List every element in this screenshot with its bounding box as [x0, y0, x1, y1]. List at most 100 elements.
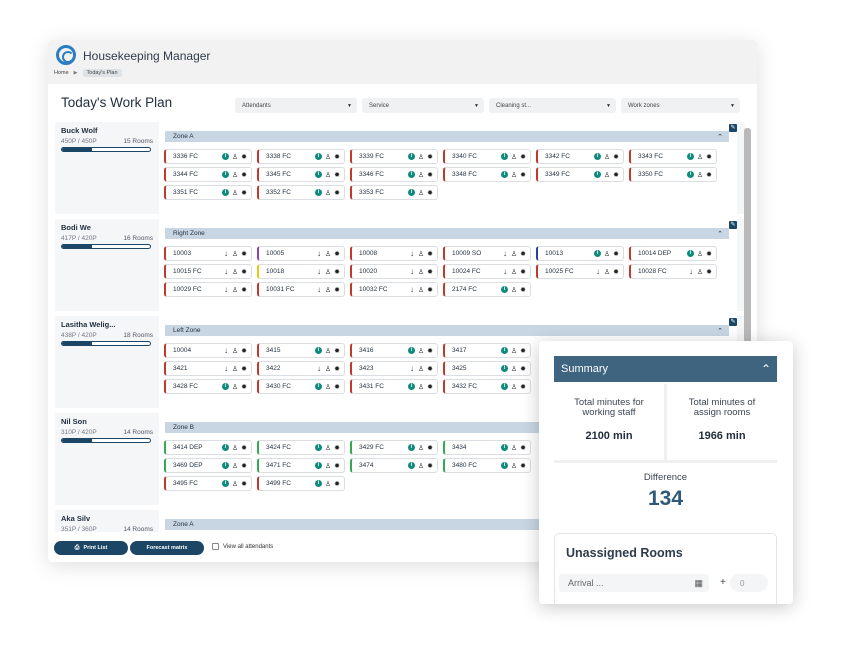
- room-card[interactable]: 3350 FC i ♙ ✹: [629, 167, 717, 182]
- room-card[interactable]: 10028 FC ↓ ♙ ✹: [629, 264, 717, 279]
- room-card[interactable]: 3431 FC i ♙ ✹: [350, 379, 438, 394]
- person-icon[interactable]: ♙: [510, 250, 518, 258]
- room-card[interactable]: 10015 FC ↓ ♙ ✹: [164, 264, 252, 279]
- room-card[interactable]: 3469 DEP i ♙ ✹: [164, 458, 252, 473]
- room-card[interactable]: 3414 DEP i ♙ ✹: [164, 440, 252, 455]
- room-card[interactable]: 3499 FC i ♙ ✹: [257, 476, 345, 491]
- room-card[interactable]: 3415 i ♙ ✹: [257, 343, 345, 358]
- gear-icon[interactable]: ✹: [520, 365, 526, 373]
- room-card[interactable]: 3474 i ♙ ✹: [350, 458, 438, 473]
- room-card[interactable]: 3416 i ♙ ✹: [350, 343, 438, 358]
- info-icon[interactable]: i: [315, 189, 322, 196]
- info-icon[interactable]: i: [315, 480, 322, 487]
- info-icon[interactable]: i: [501, 444, 508, 451]
- room-card[interactable]: 3343 FC i ♙ ✹: [629, 149, 717, 164]
- person-icon[interactable]: ♙: [231, 268, 239, 276]
- room-card[interactable]: 3336 FC i ♙ ✹: [164, 149, 252, 164]
- gear-icon[interactable]: ✹: [241, 268, 247, 276]
- room-card[interactable]: 10024 FC ↓ ♙ ✹: [443, 264, 531, 279]
- edit-icon[interactable]: ✎: [729, 124, 737, 132]
- plus-icon[interactable]: +: [720, 577, 726, 588]
- person-icon[interactable]: ♙: [231, 153, 239, 161]
- info-icon[interactable]: i: [594, 250, 601, 257]
- zone-header[interactable]: Left Zone ⌃: [165, 325, 729, 336]
- info-icon[interactable]: i: [408, 171, 415, 178]
- info-icon[interactable]: i: [687, 153, 694, 160]
- person-icon[interactable]: ♙: [510, 268, 518, 276]
- board-scrollbar[interactable]: [744, 128, 751, 538]
- info-icon[interactable]: i: [315, 153, 322, 160]
- calendar-icon[interactable]: ▦: [694, 577, 703, 588]
- staff-name[interactable]: Buck Wolf: [61, 126, 98, 135]
- person-icon[interactable]: ♙: [603, 153, 611, 161]
- person-icon[interactable]: ♙: [510, 462, 518, 470]
- gear-icon[interactable]: ✹: [241, 189, 247, 197]
- gear-icon[interactable]: ✹: [427, 171, 433, 179]
- gear-icon[interactable]: ✹: [706, 171, 712, 179]
- info-icon[interactable]: i: [501, 286, 508, 293]
- print-list-button[interactable]: ⎙ Print List: [54, 541, 128, 555]
- gear-icon[interactable]: ✹: [520, 286, 526, 294]
- room-card[interactable]: 10018 ↓ ♙ ✹: [257, 264, 345, 279]
- chevron-up-icon[interactable]: ⌃: [717, 230, 723, 238]
- person-icon[interactable]: ♙: [324, 268, 332, 276]
- arrival-date-input[interactable]: Arrival ... ▦: [559, 574, 709, 592]
- info-icon[interactable]: i: [222, 462, 229, 469]
- info-icon[interactable]: i: [315, 444, 322, 451]
- forecast-matrix-button[interactable]: Forecast matrix: [130, 541, 204, 555]
- edit-icon[interactable]: ✎: [729, 221, 737, 229]
- room-card[interactable]: 3428 FC i ♙ ✹: [164, 379, 252, 394]
- gear-icon[interactable]: ✹: [520, 347, 526, 355]
- room-card[interactable]: 10005 ↓ ♙ ✹: [257, 246, 345, 261]
- info-icon[interactable]: i: [222, 171, 229, 178]
- zone-header[interactable]: Right Zone ⌃: [165, 228, 729, 239]
- gear-icon[interactable]: ✹: [427, 268, 433, 276]
- room-card[interactable]: 3344 FC i ♙ ✹: [164, 167, 252, 182]
- gear-icon[interactable]: ✹: [241, 347, 247, 355]
- person-icon[interactable]: ♙: [324, 365, 332, 373]
- person-icon[interactable]: ♙: [510, 365, 518, 373]
- room-card[interactable]: 3425 i ♙ ✹: [443, 361, 531, 376]
- room-card[interactable]: 3423 ↓ ♙ ✹: [350, 361, 438, 376]
- person-icon[interactable]: ♙: [603, 171, 611, 179]
- person-icon[interactable]: ♙: [417, 171, 425, 179]
- gear-icon[interactable]: ✹: [427, 383, 433, 391]
- info-icon[interactable]: i: [501, 171, 508, 178]
- info-icon[interactable]: i: [222, 444, 229, 451]
- gear-icon[interactable]: ✹: [241, 383, 247, 391]
- filter-service[interactable]: Service ▼: [362, 98, 484, 113]
- gear-icon[interactable]: ✹: [334, 268, 340, 276]
- gear-icon[interactable]: ✹: [520, 250, 526, 258]
- gear-icon[interactable]: ✹: [427, 444, 433, 452]
- person-icon[interactable]: ♙: [231, 286, 239, 294]
- gear-icon[interactable]: ✹: [334, 462, 340, 470]
- info-icon[interactable]: i: [687, 171, 694, 178]
- info-icon[interactable]: i: [222, 189, 229, 196]
- room-card[interactable]: 3471 FC i ♙ ✹: [257, 458, 345, 473]
- room-card[interactable]: 3422 ↓ ♙ ✹: [257, 361, 345, 376]
- gear-icon[interactable]: ✹: [613, 250, 619, 258]
- room-card[interactable]: 3495 FC i ♙ ✹: [164, 476, 252, 491]
- staff-name[interactable]: Bodi We: [61, 223, 91, 232]
- person-icon[interactable]: ♙: [231, 480, 239, 488]
- view-all-attendants-toggle[interactable]: View all attendants: [212, 543, 273, 550]
- staff-name[interactable]: Lasitha Welig...: [61, 320, 116, 329]
- person-icon[interactable]: ♙: [510, 383, 518, 391]
- person-icon[interactable]: ♙: [324, 250, 332, 258]
- view-all-checkbox[interactable]: [212, 543, 219, 550]
- gear-icon[interactable]: ✹: [241, 286, 247, 294]
- room-card[interactable]: 3351 FC i ♙ ✹: [164, 185, 252, 200]
- info-icon[interactable]: i: [594, 171, 601, 178]
- info-icon[interactable]: i: [222, 153, 229, 160]
- gear-icon[interactable]: ✹: [520, 268, 526, 276]
- room-card[interactable]: 3338 FC i ♙ ✹: [257, 149, 345, 164]
- person-icon[interactable]: ♙: [417, 462, 425, 470]
- breadcrumb-home[interactable]: Home: [54, 70, 69, 76]
- info-icon[interactable]: i: [408, 153, 415, 160]
- gear-icon[interactable]: ✹: [706, 250, 712, 258]
- room-card[interactable]: 3349 FC i ♙ ✹: [536, 167, 624, 182]
- info-icon[interactable]: i: [315, 383, 322, 390]
- room-card[interactable]: 3352 FC i ♙ ✹: [257, 185, 345, 200]
- room-card[interactable]: 3417 i ♙ ✹: [443, 343, 531, 358]
- gear-icon[interactable]: ✹: [241, 480, 247, 488]
